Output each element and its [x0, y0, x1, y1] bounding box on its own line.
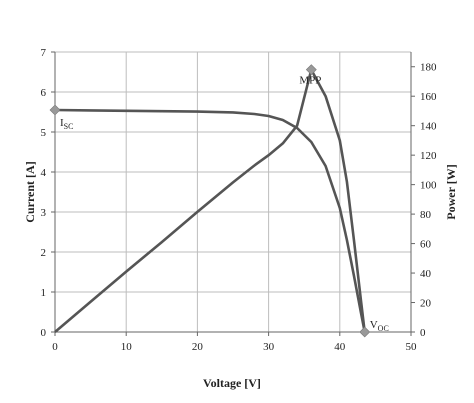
y2-axis-title: Power [W] [444, 164, 458, 219]
y2-tick-label: 120 [420, 150, 437, 162]
point-marker [359, 326, 371, 338]
y-left-tick-labels: 0 1 2 3 4 5 6 7 [41, 47, 55, 339]
power-curve-line [54, 68, 366, 333]
y-tick-label: 3 [41, 207, 47, 219]
x-tick-label: 20 [192, 341, 204, 353]
y2-tick-label: 80 [420, 209, 432, 221]
current-curve-line [54, 108, 366, 333]
point-label: MPP [299, 75, 321, 87]
y-axis-title: Current [A] [23, 161, 37, 222]
point-marker [305, 64, 317, 76]
x-tick-label: 40 [334, 341, 346, 353]
y-tick-label: 5 [41, 127, 47, 139]
y-tick-label: 2 [41, 247, 47, 259]
point-label-subscript: SC [64, 122, 74, 131]
point-label-subscript: OC [378, 324, 389, 333]
y2-tick-label: 160 [420, 91, 437, 103]
x-tick-label: 0 [52, 341, 58, 353]
y-tick-label: 4 [41, 167, 47, 179]
y-right-tick-labels: 0 20 40 60 80 100 120 140 160 180 [411, 62, 437, 339]
point-label: ISC [60, 117, 73, 131]
y-tick-label: 7 [41, 47, 47, 59]
y-tick-label: 1 [41, 287, 47, 299]
series-lines [54, 68, 366, 333]
y2-tick-label: 0 [420, 327, 426, 339]
y-tick-label: 0 [41, 327, 47, 339]
y2-tick-label: 40 [420, 268, 432, 280]
point-label: VOC [370, 319, 389, 333]
x-tick-label: 10 [121, 341, 133, 353]
y2-tick-label: 20 [420, 298, 432, 310]
y2-tick-label: 60 [420, 239, 432, 251]
y-tick-label: 6 [41, 87, 47, 99]
y2-tick-label: 180 [420, 62, 437, 74]
point-markers [49, 64, 371, 338]
y2-tick-label: 100 [420, 180, 437, 192]
x-axis-title: Voltage [V] [203, 376, 261, 390]
axes [54, 52, 412, 333]
x-tick-label: 30 [263, 341, 275, 353]
x-tick-label: 50 [406, 341, 418, 353]
x-tick-labels: 0 10 20 30 40 50 [52, 332, 417, 353]
point-marker [49, 104, 61, 116]
y2-tick-label: 140 [420, 121, 437, 133]
